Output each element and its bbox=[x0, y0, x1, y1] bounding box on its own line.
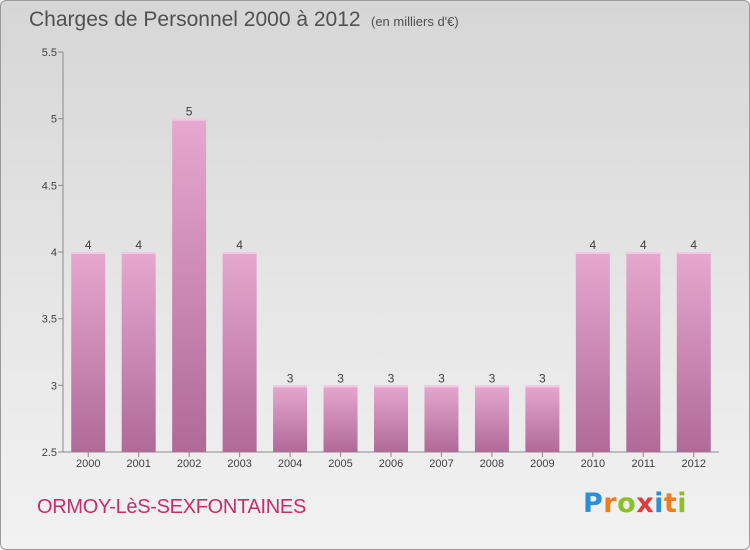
y-tick-label: 5 bbox=[51, 114, 57, 126]
logo-letter: x bbox=[636, 488, 655, 519]
logo-letter: i bbox=[654, 488, 664, 519]
x-tick-label: 2001 bbox=[126, 458, 150, 470]
x-tick-label: 2012 bbox=[682, 458, 706, 470]
data-label: 3 bbox=[388, 371, 395, 385]
data-label: 4 bbox=[85, 238, 92, 252]
x-tick-label: 2005 bbox=[328, 458, 352, 470]
data-label: 5 bbox=[186, 105, 193, 119]
logo-letter: o bbox=[617, 488, 637, 519]
bar bbox=[575, 252, 610, 452]
logo-letter: r bbox=[603, 488, 618, 519]
y-tick-label: 3.5 bbox=[42, 314, 57, 326]
bar bbox=[222, 252, 257, 452]
chart-subtitle: (en milliers d'€) bbox=[371, 14, 459, 29]
x-tick-label: 2006 bbox=[379, 458, 403, 470]
bar bbox=[323, 385, 358, 452]
data-label: 3 bbox=[337, 371, 344, 385]
data-label: 3 bbox=[438, 371, 445, 385]
bar bbox=[172, 118, 207, 453]
bar bbox=[121, 252, 156, 452]
bar bbox=[71, 252, 106, 452]
bar bbox=[626, 252, 661, 452]
bar-highlight bbox=[424, 385, 459, 388]
bar-highlight bbox=[525, 385, 560, 388]
bar-highlight bbox=[626, 252, 661, 254]
bar-highlight bbox=[575, 252, 610, 254]
y-tick-label: 2.5 bbox=[42, 447, 57, 459]
data-label: 4 bbox=[590, 238, 597, 252]
bar-highlight bbox=[222, 252, 257, 254]
data-label: 4 bbox=[135, 238, 142, 252]
bar bbox=[424, 385, 459, 452]
x-tick-label: 2000 bbox=[76, 458, 100, 470]
bar-highlight bbox=[172, 118, 207, 121]
commune-name: ORMOY-LèS-SEXFONTAINES bbox=[37, 496, 307, 518]
data-label: 3 bbox=[539, 371, 546, 385]
bar-highlight bbox=[71, 252, 106, 254]
data-label: 4 bbox=[236, 238, 243, 252]
bar-highlight bbox=[676, 252, 711, 254]
data-label: 4 bbox=[640, 238, 647, 252]
data-label: 3 bbox=[489, 371, 496, 385]
x-tick-label: 2002 bbox=[177, 458, 201, 470]
chart-title: Charges de Personnel 2000 à 2012 bbox=[29, 8, 361, 31]
bar-highlight bbox=[374, 385, 408, 388]
x-tick-label: 2011 bbox=[631, 458, 655, 470]
x-tick-label: 2004 bbox=[278, 458, 302, 470]
x-tick-label: 2010 bbox=[581, 458, 605, 470]
bar bbox=[676, 252, 711, 452]
x-tick-label: 2009 bbox=[530, 458, 554, 470]
y-tick-label: 3 bbox=[51, 380, 57, 392]
bar bbox=[474, 385, 509, 452]
y-tick-label: 4 bbox=[51, 247, 57, 259]
proxiti-logo: Proxiti bbox=[583, 488, 687, 519]
data-label: 3 bbox=[287, 371, 294, 385]
logo-letter: i bbox=[677, 488, 688, 519]
logo-letter: t bbox=[663, 488, 678, 519]
logo-letter: P bbox=[583, 488, 604, 519]
bar bbox=[374, 385, 408, 452]
x-tick-label: 2003 bbox=[227, 458, 251, 470]
bar-highlight bbox=[121, 252, 156, 254]
bar-highlight bbox=[474, 385, 509, 388]
bar-highlight bbox=[273, 385, 308, 388]
x-tick-label: 2008 bbox=[480, 458, 504, 470]
bar-highlight bbox=[323, 385, 358, 388]
x-tick-label: 2007 bbox=[429, 458, 453, 470]
y-tick-label: 4.5 bbox=[42, 180, 57, 192]
bar bbox=[525, 385, 560, 452]
bar bbox=[273, 385, 308, 452]
data-label: 4 bbox=[690, 238, 697, 252]
y-tick-label: 5.5 bbox=[42, 47, 57, 59]
